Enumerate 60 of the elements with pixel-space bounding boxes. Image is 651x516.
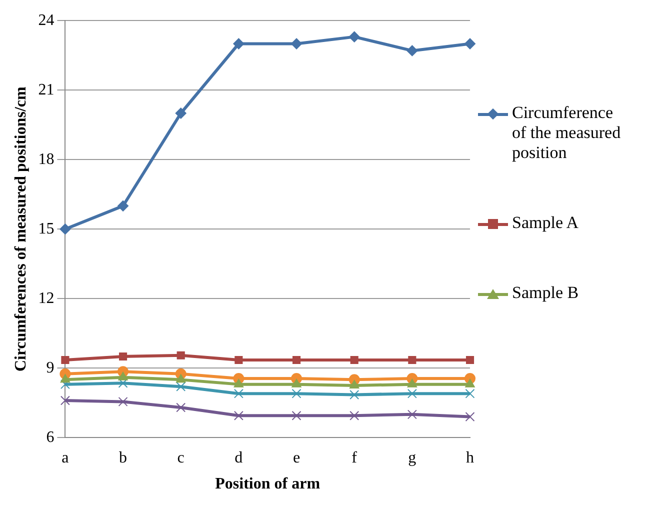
point (350, 410, 360, 420)
point (407, 378, 417, 388)
y-tick-label: 15 (38, 220, 54, 238)
point (465, 388, 475, 398)
y-tick-label: 9 (46, 359, 54, 376)
point (406, 45, 418, 56)
point (61, 356, 70, 364)
x-tick-label: e (292, 449, 300, 466)
point (465, 412, 475, 422)
legend-label: Sample B (512, 283, 579, 303)
point (234, 388, 244, 398)
x-tick-label: b (119, 449, 128, 466)
point (176, 402, 186, 412)
point (291, 38, 302, 50)
point (292, 388, 302, 398)
point (118, 378, 128, 388)
point (350, 356, 358, 364)
x-tick-label: d (234, 449, 243, 466)
point (292, 378, 302, 388)
point (350, 390, 360, 400)
point (60, 224, 71, 235)
point (118, 372, 128, 380)
point (292, 410, 302, 420)
y-tick-label: 12 (38, 290, 54, 307)
point (464, 38, 476, 50)
legend-label: Circumference of the measured position (512, 103, 622, 163)
point (348, 31, 360, 42)
point (176, 351, 185, 360)
point (292, 356, 301, 364)
point (234, 356, 243, 364)
point (176, 374, 186, 383)
x-tick-label: c (177, 449, 184, 466)
point (408, 356, 416, 364)
legend-label: Sample A (512, 213, 579, 233)
y-tick-label: 18 (38, 150, 54, 168)
point (175, 108, 186, 119)
point (465, 378, 475, 388)
x-axis-title: Position of arm (215, 476, 321, 493)
point (60, 380, 70, 390)
y-axis-title: Circumferences of measured positions/cm (12, 86, 30, 372)
point (60, 374, 70, 383)
point (234, 410, 244, 420)
point (60, 396, 70, 406)
y-tick-label: 21 (38, 81, 54, 98)
point (118, 396, 128, 406)
y-tick-label: 6 (46, 428, 54, 446)
point (350, 380, 360, 388)
x-tick-label: h (466, 449, 474, 466)
point (234, 378, 244, 388)
y-tick-label: 24 (38, 12, 54, 29)
point (407, 410, 417, 420)
point (407, 388, 417, 398)
x-tick-label: g (408, 449, 416, 466)
point (176, 382, 186, 392)
point (118, 200, 129, 212)
x-tick-label: f (352, 449, 358, 466)
point (466, 356, 474, 364)
point (233, 38, 244, 50)
point (118, 352, 128, 361)
x-tick-label: a (62, 449, 69, 466)
